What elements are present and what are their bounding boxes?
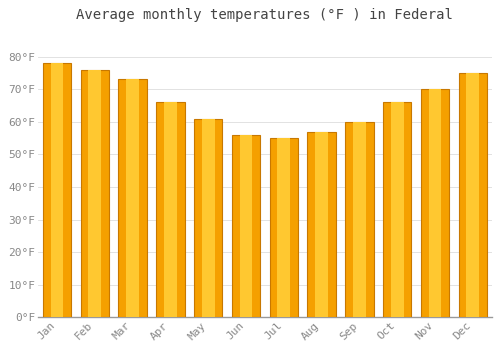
Bar <box>50 63 64 317</box>
Bar <box>232 135 260 317</box>
Bar <box>80 70 109 317</box>
Bar <box>421 89 449 317</box>
Bar <box>156 102 184 317</box>
Bar <box>126 79 139 317</box>
Bar <box>308 132 336 317</box>
Bar <box>164 102 177 317</box>
Title: Average monthly temperatures (°F ) in Federal: Average monthly temperatures (°F ) in Fe… <box>76 8 454 22</box>
Bar <box>345 122 374 317</box>
Bar <box>383 102 412 317</box>
Bar <box>428 89 442 317</box>
Bar <box>270 138 298 317</box>
Bar <box>391 102 404 317</box>
Bar <box>202 119 214 317</box>
Bar <box>118 79 147 317</box>
Bar <box>353 122 366 317</box>
Bar <box>194 119 222 317</box>
Bar <box>43 63 71 317</box>
Bar <box>458 73 487 317</box>
Bar <box>466 73 479 317</box>
Bar <box>240 135 252 317</box>
Bar <box>88 70 101 317</box>
Bar <box>278 138 290 317</box>
Bar <box>315 132 328 317</box>
